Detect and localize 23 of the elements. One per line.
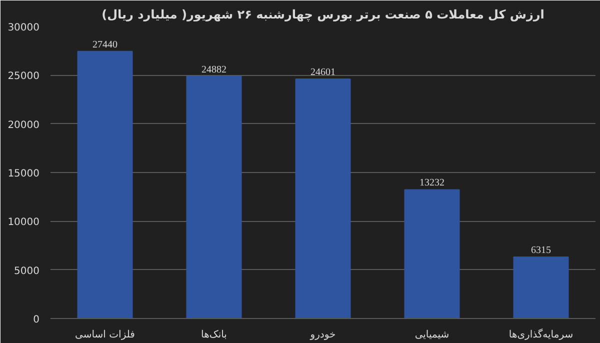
bar: [404, 189, 460, 318]
x-tick-label: خودرو: [309, 330, 336, 340]
y-tick-label: 15000: [8, 168, 40, 180]
data-label: 13232: [420, 178, 444, 189]
y-tick-label: 0: [33, 314, 40, 326]
x-tick-label: بانک‌ها: [201, 330, 227, 340]
y-tick-label: 20000: [8, 120, 40, 131]
bar: [513, 256, 569, 318]
bar: [186, 76, 242, 318]
data-label: 24601: [310, 67, 336, 78]
bar: [77, 50, 133, 318]
chart-title: ارزش کل معاملات ۵ صنعت برتر بورس چهارشنبه ۲۶ شهریور( میلیارد ریال): [102, 8, 544, 22]
y-tick-label: 5000: [14, 266, 40, 277]
data-label: 24882: [202, 64, 226, 76]
y-tick-label: 10000: [8, 217, 40, 228]
x-tick-label: شیمیایی: [414, 330, 450, 340]
data-label: 27440: [92, 39, 118, 50]
bar: [295, 78, 351, 318]
x-tick-label: فلزات اساسی: [75, 330, 136, 340]
y-tick-label: 30000: [8, 22, 40, 34]
data-label: 6315: [531, 245, 551, 256]
x-tick-label: سرمایه‌گذاری‌ها: [508, 328, 574, 340]
y-tick-label: 25000: [8, 71, 40, 82]
